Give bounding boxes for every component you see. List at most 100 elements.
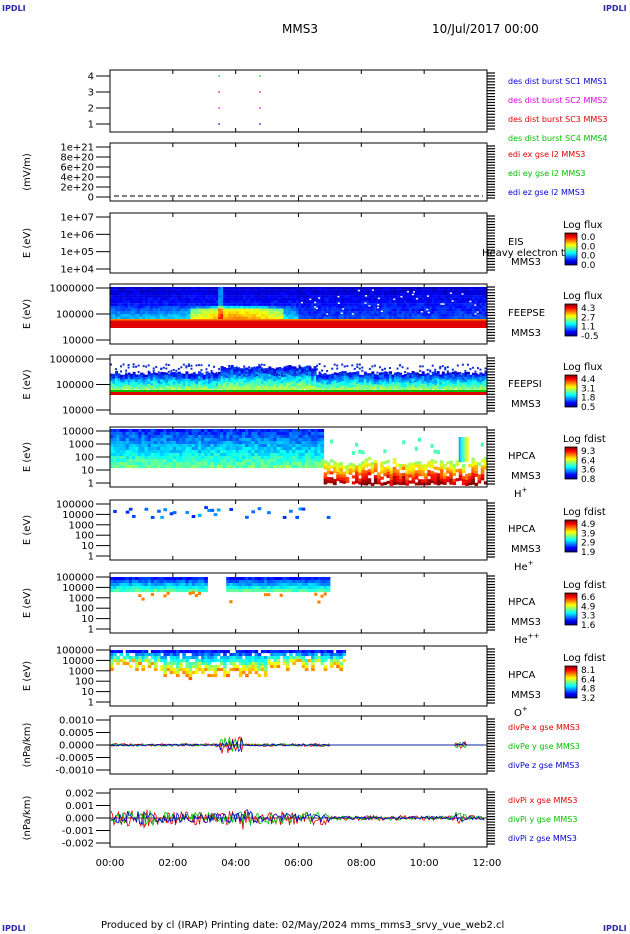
feepse-cell — [338, 305, 342, 309]
feepse-cell — [245, 289, 249, 293]
feepsi-cell — [263, 388, 267, 391]
feepse-cell — [481, 292, 485, 296]
feepsi-speckle — [162, 374, 165, 377]
feepsi-cell — [283, 368, 287, 372]
hpca-h-cell — [298, 465, 303, 469]
feepsi-cell — [311, 371, 315, 374]
feepse-cell — [210, 300, 214, 304]
feepsi-cell — [298, 374, 302, 377]
hpca-h-cell — [138, 432, 142, 436]
feepse-cell — [290, 305, 294, 309]
feepse-cell — [419, 292, 423, 296]
feepse-cell — [431, 314, 435, 317]
hpca-h-cell — [204, 453, 208, 457]
feepse-cell — [331, 311, 335, 315]
feepsi-speckle — [165, 367, 168, 370]
hpca-h-cell — [207, 435, 212, 439]
feepsi-cell — [278, 387, 282, 390]
feepse-cell — [155, 287, 159, 290]
feepsi-cell — [265, 373, 269, 377]
feepse-cell — [275, 314, 279, 317]
feepse-cell — [316, 289, 320, 293]
hpca-h-cell — [471, 478, 475, 482]
feepsi-cell — [115, 373, 119, 377]
feepsi-cell — [348, 380, 352, 383]
feepsi-cell — [135, 381, 139, 385]
feepse-cell — [117, 295, 121, 298]
feepsi-speckle — [285, 371, 288, 374]
feepsi-cell — [366, 385, 370, 389]
feepsi-cell — [263, 383, 267, 386]
hpca-h-cell — [298, 444, 303, 448]
feepse-cell — [170, 289, 174, 293]
feepse-cell — [223, 287, 227, 290]
feepse-cell — [411, 314, 415, 317]
feepse-cell — [454, 289, 458, 293]
feepse-cell — [110, 316, 114, 320]
feepsi-speckle — [200, 364, 203, 367]
feepse-cell — [200, 287, 204, 290]
feepse-cell — [225, 305, 229, 309]
feepsi-cell — [132, 381, 136, 385]
hpca-he2-cell — [113, 583, 117, 587]
feepse-cell — [399, 289, 403, 293]
hpca-h-cell — [232, 447, 237, 451]
feepsi-cell — [265, 376, 269, 379]
feepsi-speckle — [338, 373, 341, 376]
feepsi-cell — [313, 381, 317, 384]
hpca-he2-speckle — [166, 591, 170, 595]
feepsi-cell — [346, 380, 350, 383]
feepsi-cell — [326, 377, 330, 380]
hpca-h-speckle — [414, 446, 418, 451]
hpca-h-cell — [147, 432, 152, 436]
feepsi-speckle — [368, 367, 371, 370]
feepsi-cell — [341, 371, 345, 374]
feepsi-cell — [409, 378, 413, 381]
hpca-h-cell — [147, 459, 152, 463]
hpca-he2-speckle — [197, 592, 202, 596]
feepsi-cell — [313, 373, 317, 377]
feepse-cell — [130, 316, 134, 320]
feepsi-speckle — [341, 372, 344, 375]
feepsi-cell — [336, 387, 340, 391]
spacecraft-title: MMS3 — [282, 22, 318, 36]
eis-colorbar-tick: 0.0 — [581, 233, 596, 243]
feepse-cell — [115, 289, 119, 293]
feepse-cell — [213, 316, 217, 320]
feepse-cell — [175, 292, 179, 296]
feepse-cell — [268, 289, 272, 293]
feepse-cell — [479, 308, 483, 312]
feepse-cell — [147, 300, 151, 304]
hpca-h-cell — [282, 435, 287, 439]
feepsi-cell — [331, 383, 335, 387]
feepsi-cell — [253, 372, 257, 375]
feepse-cell — [167, 308, 171, 312]
hpca-h-cell — [238, 447, 243, 451]
feepsi-cell — [273, 371, 277, 374]
feepsi-cell — [383, 386, 387, 390]
feepsi-cell — [180, 385, 184, 389]
feepse-cell — [436, 292, 440, 296]
hpca-h-cell — [402, 463, 406, 467]
feepsi-cell — [167, 373, 171, 377]
feepse-cell — [421, 287, 425, 290]
feepsi-cell — [469, 387, 473, 390]
hpca-h-cell — [279, 453, 284, 457]
feepse-cell — [120, 311, 124, 315]
feepse-cell — [371, 316, 375, 320]
hpca-h-cell — [157, 435, 161, 439]
feepsi-cell — [215, 380, 219, 384]
feepse-cell — [157, 305, 161, 309]
feepse-speckle — [364, 302, 367, 304]
hpca-h-cell — [295, 435, 299, 439]
feepsi-speckle — [441, 365, 444, 368]
hpca-h-cell — [339, 474, 343, 478]
feepsi-speckle — [288, 370, 291, 373]
feepsi-cell — [323, 375, 327, 379]
hpca-he2-cell — [179, 586, 183, 590]
feepsi-cell — [283, 366, 287, 370]
hpca-h-cell — [339, 477, 343, 481]
feepse-cell — [338, 289, 342, 293]
feepse-cell — [371, 305, 375, 309]
feepse-speckle — [442, 303, 445, 305]
